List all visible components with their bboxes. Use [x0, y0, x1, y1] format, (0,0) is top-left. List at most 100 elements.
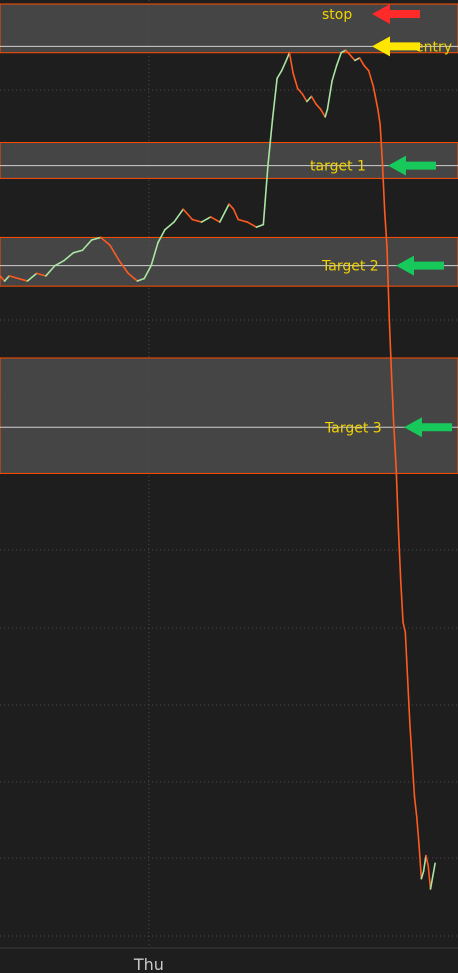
price-segment — [326, 80, 333, 110]
price-segment — [432, 862, 436, 877]
price-segment — [262, 164, 269, 226]
price-segment — [17, 277, 29, 282]
price-segment — [81, 239, 93, 252]
price-segment — [390, 375, 395, 429]
price-segment — [191, 218, 203, 223]
arrow-left-icon — [388, 155, 436, 176]
price-segment — [397, 529, 402, 582]
price-segment — [422, 854, 427, 872]
level-label-stop: stop — [322, 7, 352, 23]
price-segment — [182, 208, 194, 221]
price-segment — [90, 236, 102, 241]
price-segment — [296, 87, 304, 95]
price-segment — [109, 244, 120, 262]
price-segment — [8, 275, 20, 280]
price-segment — [3, 275, 10, 282]
price-segment — [381, 162, 386, 213]
price-segment — [367, 69, 375, 87]
price-segment — [344, 49, 352, 57]
price-segment — [301, 92, 308, 103]
arrow-left-icon — [372, 4, 420, 24]
level-labels-layer: stop entry target 1 Target 2 Target 3 — [310, 4, 452, 438]
price-segment — [0, 275, 6, 282]
price-segment — [136, 277, 146, 282]
price-segment — [399, 580, 404, 624]
price-segment — [420, 870, 425, 880]
price-segment — [358, 57, 365, 67]
price-segment — [35, 272, 47, 277]
price-segment — [379, 123, 384, 164]
price-segment — [118, 259, 130, 275]
level-label-entry: entry — [415, 39, 452, 55]
level-label-target2: Target 2 — [321, 259, 379, 275]
price-segment — [393, 426, 397, 470]
price-segment — [54, 259, 65, 267]
price-segment — [200, 216, 212, 223]
price-segment — [363, 64, 370, 72]
level-zone-target1 — [0, 142, 458, 179]
price-segment — [280, 59, 288, 72]
price-segment — [72, 249, 84, 254]
price-segment — [395, 467, 400, 531]
price-segment — [331, 64, 338, 82]
price-segment — [127, 272, 139, 282]
arrow-left-icon — [404, 417, 452, 438]
price-segment — [372, 85, 379, 110]
price-segment — [340, 49, 347, 54]
price-segment — [354, 57, 361, 62]
price-segment — [383, 210, 388, 249]
price-segment — [409, 724, 414, 762]
price-segment — [99, 236, 111, 246]
price-segment — [219, 203, 230, 223]
price-segment — [157, 228, 166, 244]
price-segment — [310, 95, 317, 105]
arrow-left-icon — [396, 255, 444, 276]
price-segment — [237, 218, 249, 223]
price-segment — [271, 77, 278, 121]
price-segment — [228, 203, 235, 211]
price-segment — [413, 795, 418, 818]
price-segment — [377, 108, 381, 126]
price-segment — [404, 631, 409, 680]
price-segment — [388, 318, 393, 377]
price-segment — [267, 118, 274, 167]
price-segment — [276, 69, 283, 80]
price-segment — [402, 621, 407, 634]
price-segment — [209, 216, 221, 223]
price-segment — [173, 208, 184, 223]
price-series-layer — [0, 49, 436, 890]
level-label-target1: target 1 — [310, 159, 366, 175]
price-segment — [319, 108, 326, 118]
price-segment — [246, 221, 258, 228]
price-segment — [63, 252, 75, 262]
price-segment — [164, 221, 175, 231]
price-segment — [429, 875, 434, 890]
price-segment — [335, 51, 343, 67]
time-axis: Thu — [0, 947, 458, 973]
arrow-left-icon — [372, 36, 420, 57]
price-segment — [324, 108, 329, 118]
level-zone-target2 — [0, 236, 458, 287]
price-segment — [411, 759, 416, 798]
price-segment — [406, 677, 411, 726]
price-segment — [292, 72, 299, 90]
price-segment — [143, 264, 152, 280]
price-segment — [255, 223, 265, 228]
level-zone-target3 — [0, 357, 458, 474]
price-segment — [415, 816, 420, 847]
price-segment — [44, 264, 56, 277]
price-segment — [418, 844, 423, 880]
price-segment — [349, 54, 356, 62]
price-segment — [315, 103, 322, 110]
level-label-target3: Target 3 — [324, 420, 382, 436]
price-segment — [386, 246, 391, 321]
x-tick-label: Thu — [133, 955, 164, 973]
price-segment — [288, 51, 294, 75]
price-segment — [150, 241, 159, 267]
price-segment — [425, 854, 430, 867]
price-segment — [26, 272, 38, 282]
price-segment — [306, 95, 313, 103]
price-segment — [427, 865, 432, 890]
